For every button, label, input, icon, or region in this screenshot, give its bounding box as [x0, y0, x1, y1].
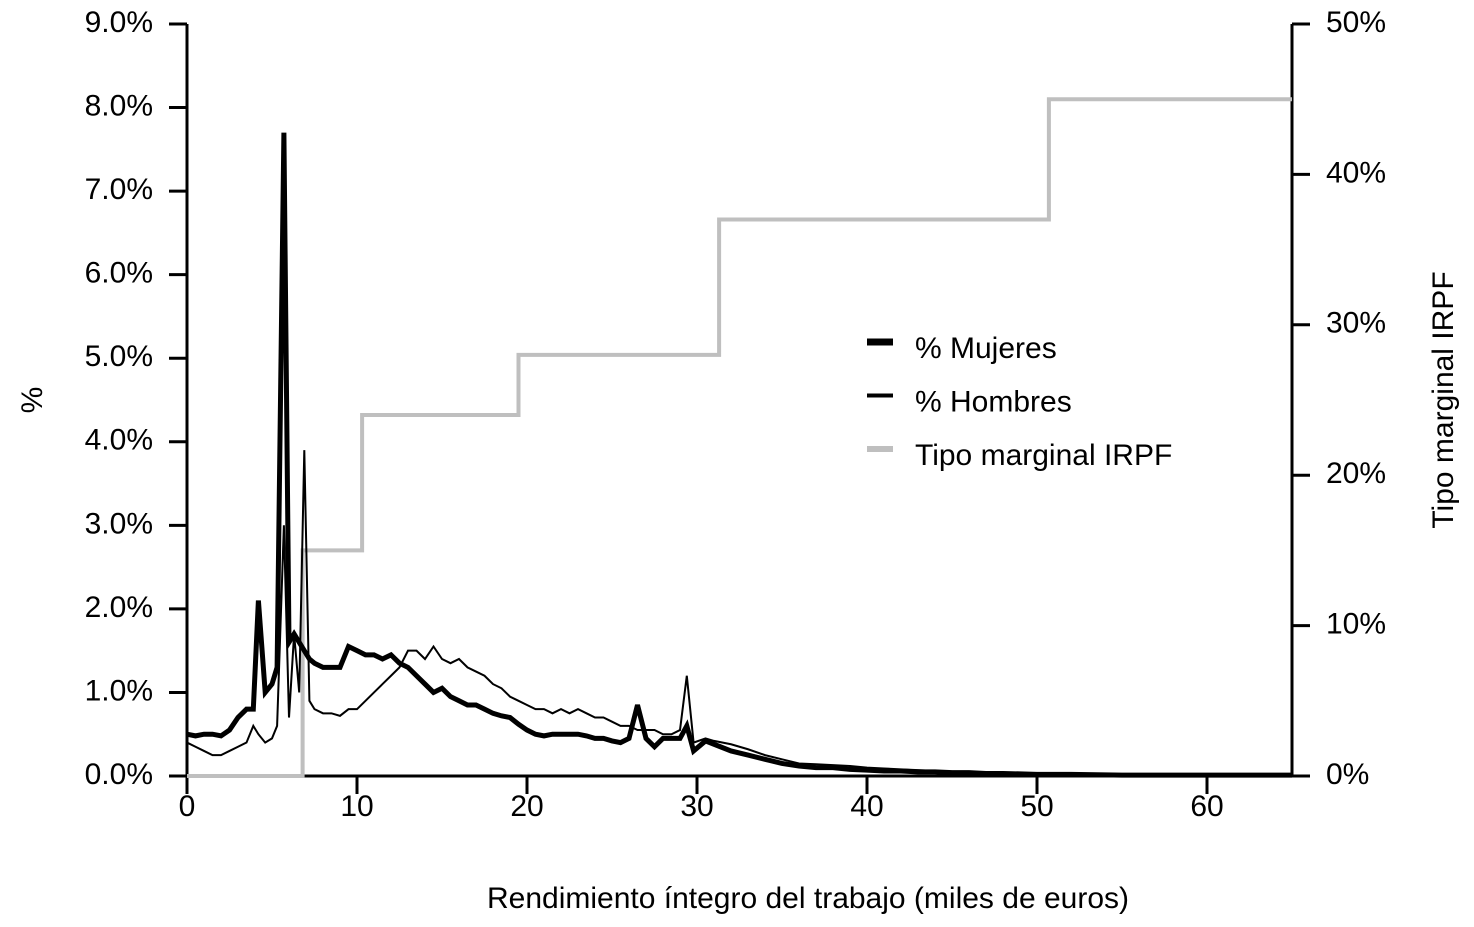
y2-tick-label: 0% — [1326, 758, 1369, 791]
x-tick-label: 50 — [1020, 790, 1053, 823]
legend-label: Tipo marginal IRPF — [915, 439, 1172, 472]
x-tick-label: 40 — [850, 790, 883, 823]
y2-tick-label: 10% — [1326, 608, 1386, 641]
y-tick-label: 3.0% — [85, 507, 153, 540]
series-line — [187, 97, 1292, 778]
legend-label: % Hombres — [915, 385, 1072, 418]
x-tick-label: 60 — [1190, 790, 1223, 823]
y-tick-label: 9.0% — [85, 6, 153, 39]
y2-tick-label: 40% — [1326, 156, 1386, 189]
y-tick-label: 4.0% — [85, 424, 153, 457]
x-axis-label: Rendimiento íntegro del trabajo (miles d… — [487, 882, 1129, 915]
y2-tick-label: 20% — [1326, 457, 1386, 490]
y-tick-label: 6.0% — [85, 257, 153, 290]
x-tick-label: 10 — [340, 790, 373, 823]
y-tick-label: 1.0% — [85, 674, 153, 707]
y-axis-label: % — [16, 387, 49, 414]
y-tick-label: 8.0% — [85, 89, 153, 122]
legend-label: % Mujeres — [915, 332, 1057, 365]
y2-tick-label: 30% — [1326, 307, 1386, 340]
x-tick-label: 30 — [680, 790, 713, 823]
x-tick-label: 20 — [510, 790, 543, 823]
y-tick-label: 5.0% — [85, 340, 153, 373]
y2-tick-label: 50% — [1326, 6, 1386, 39]
x-tick-label: 0 — [179, 790, 196, 823]
series-line — [186, 450, 1292, 776]
y2-axis-label: Tipo marginal IRPF — [1427, 271, 1460, 528]
y-tick-label: 2.0% — [85, 591, 153, 624]
y-tick-label: 0.0% — [85, 758, 153, 791]
y-tick-label: 7.0% — [85, 173, 153, 206]
